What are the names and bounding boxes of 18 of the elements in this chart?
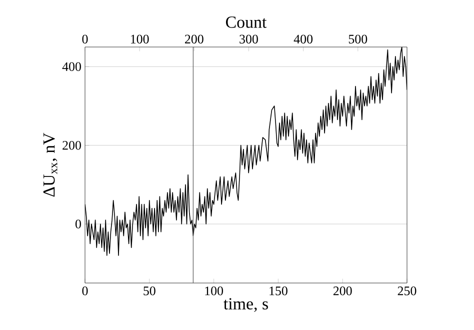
x2-axis-title: Count — [226, 16, 267, 28]
y-tick-label: 400 — [62, 62, 81, 72]
x-tick-label: 50 — [144, 286, 156, 296]
x2-tick-label: 400 — [294, 34, 313, 44]
x2-tick-label: 300 — [240, 34, 258, 44]
x2-tick-label: 500 — [348, 34, 368, 44]
x-tick-label: 250 — [398, 286, 416, 296]
x-tick-label: 0 — [82, 286, 88, 296]
y-tick-label: 200 — [62, 140, 81, 150]
x-tick-label: 200 — [333, 286, 352, 296]
y-tick-label: 0 — [76, 220, 81, 228]
x2-tick-label: 0 — [82, 34, 88, 44]
x2-tick-label: 100 — [131, 34, 149, 44]
x-axis-title: time, s — [224, 298, 268, 312]
x-tick-label: 150 — [270, 286, 288, 296]
x2-tick-label: 200 — [185, 34, 204, 44]
x-tick-label: 100 — [205, 286, 224, 296]
y-axis-title: ΔU$_{xx}$, nV — [43, 132, 58, 197]
